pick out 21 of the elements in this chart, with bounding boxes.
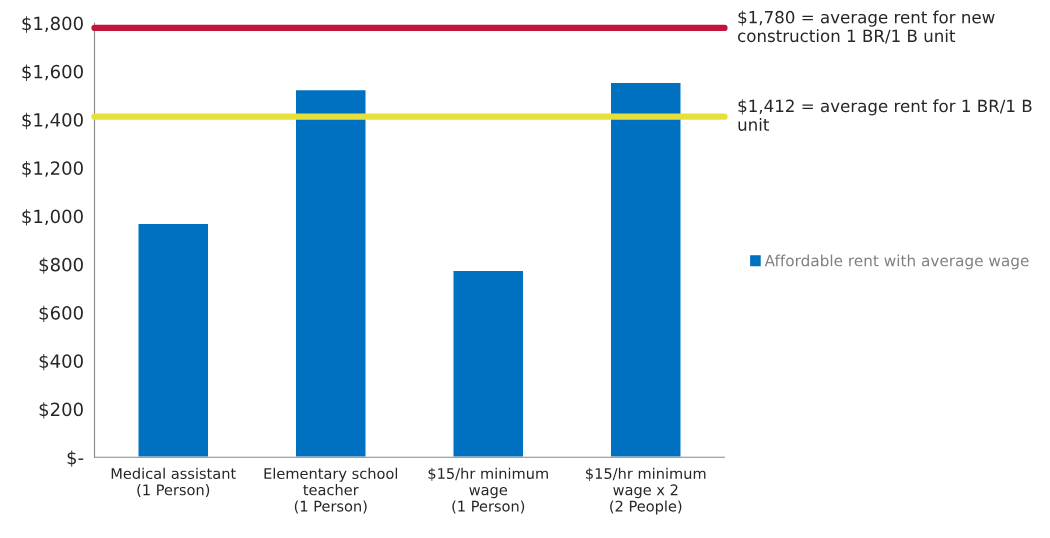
ref-line-label: $1,412 = average rent for 1 BR/1 B unit [738,99,1032,131]
x-tick-label: Medical assistant (1 Person) [111,467,236,498]
y-tick-label: $1,600 [22,64,83,81]
ref-line-label: $1,780 = average rent for new construction 1 BR/1 B unit [738,10,995,44]
y-tick-label: $1,200 [22,161,83,178]
y-tick-label: $400 [39,353,83,371]
legend-label: Affordable rent with average wage [764,254,1029,270]
bar [452,269,525,458]
bar [609,81,682,458]
bar [294,88,367,458]
x-tick-label: $15/hr minimum wage (1 Person) [428,467,548,514]
y-tick-label: $1,800 [22,16,83,33]
y-tick-label: $200 [39,402,83,419]
x-tick-label: Elementary school teacher (1 Person) [264,467,398,514]
y-tick-label: $- [67,450,84,467]
y-tick-label: $800 [39,257,83,274]
y-tick-label: $1,400 [22,112,83,130]
x-tick-label: $15/hr minimum wage x 2 (2 People) [586,467,706,515]
y-tick-label: $600 [39,305,83,323]
bar [137,222,210,458]
y-tick-label: $1,000 [22,209,83,226]
